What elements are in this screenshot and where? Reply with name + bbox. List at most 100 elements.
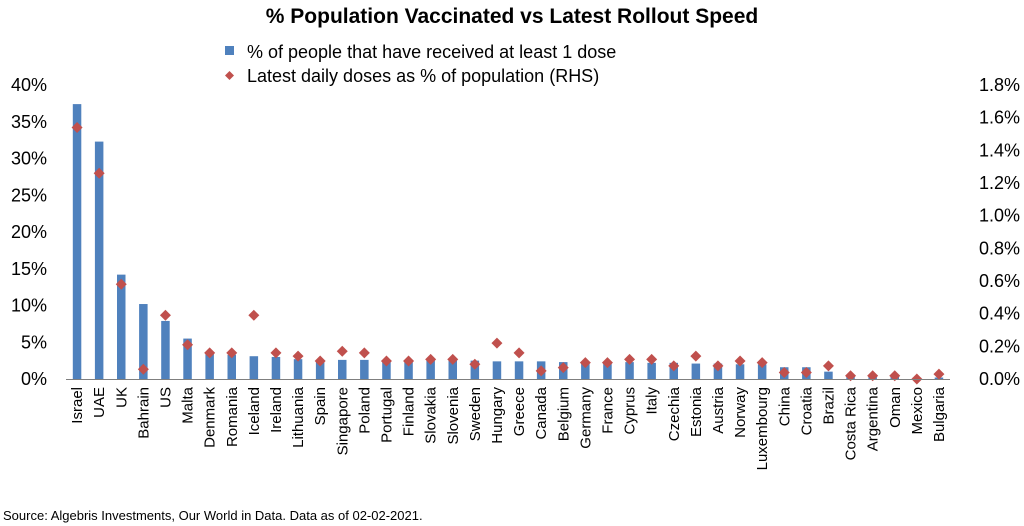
marker-estonia <box>690 350 702 362</box>
right-tick-label: 0.6% <box>979 271 1020 291</box>
bar-denmark <box>205 353 214 379</box>
category-label: Finland <box>401 387 418 436</box>
bar-portugal <box>382 360 391 379</box>
marker-croatia <box>800 366 812 378</box>
marker-bahrain <box>137 363 149 375</box>
marker-argentina <box>867 370 879 382</box>
marker-poland <box>358 347 370 359</box>
category-label: Cyprus <box>622 387 639 435</box>
left-tick-label: 5% <box>21 332 47 352</box>
bar-ireland <box>271 356 281 379</box>
marker-luxembourg <box>756 357 768 369</box>
marker-belgium <box>557 362 569 374</box>
category-label: Ireland <box>268 387 285 433</box>
bar-uae <box>94 141 104 379</box>
marker-oman <box>889 370 901 382</box>
bar-france <box>603 362 612 379</box>
marker-italy <box>646 353 658 365</box>
category-label: Oman <box>887 387 904 428</box>
category-label: Bahrain <box>135 387 152 439</box>
marker-austria <box>712 360 724 372</box>
marker-uk <box>115 278 127 290</box>
category-label: Hungary <box>489 387 506 444</box>
bar-finland <box>404 360 413 379</box>
category-label: Singapore <box>334 387 351 455</box>
bar-uk <box>117 274 126 379</box>
bar-spain <box>315 359 325 379</box>
category-label: Sweden <box>467 387 484 441</box>
category-label: Slovakia <box>423 386 440 443</box>
right-tick-label: 0.8% <box>979 238 1020 258</box>
right-tick-label: 1.4% <box>979 140 1020 160</box>
category-label: Austria <box>710 386 727 433</box>
left-tick-label: 20% <box>11 222 47 242</box>
bar-us <box>161 320 170 379</box>
marker-uae <box>93 167 105 179</box>
category-label: Israel <box>69 387 86 424</box>
legend-marker-label: Latest daily doses as % of population (R… <box>247 66 599 86</box>
right-tick-label: 1.6% <box>979 108 1020 128</box>
left-tick-label: 35% <box>11 112 47 132</box>
marker-greece <box>513 347 525 359</box>
left-tick-label: 15% <box>11 259 47 279</box>
bar-singapore <box>338 359 347 379</box>
category-label: Lithuania <box>290 386 307 448</box>
bar-hungary <box>492 361 502 379</box>
marker-slovakia <box>425 353 437 365</box>
left-tick-label: 0% <box>21 369 47 389</box>
category-label: UK <box>113 387 130 408</box>
left-tick-label: 40% <box>11 75 47 95</box>
category-label: Mexico <box>909 387 926 435</box>
bar-cyprus <box>625 362 634 379</box>
marker-romania <box>226 347 238 359</box>
bar-brazil <box>824 371 833 379</box>
category-label: Spain <box>312 387 329 425</box>
right-axis-ticks: 0.0% 0.2% 0.4% 0.6% 0.8% 1.0% 1.2% 1.4% 1.6% 1.8% <box>979 75 1020 389</box>
category-label: Slovenia <box>445 386 462 444</box>
category-label: Canada <box>533 386 550 439</box>
marker-iceland <box>248 309 260 321</box>
left-tick-label: 10% <box>11 296 47 316</box>
category-label: Luxembourg <box>754 387 771 470</box>
bar-norway <box>735 364 745 379</box>
category-label: Estonia <box>688 386 705 437</box>
category-label: Norway <box>732 387 749 438</box>
category-labels: Israel UAE UK Bahrain US Malta Denmark Romania I… <box>69 386 948 470</box>
category-label: Poland <box>356 387 373 434</box>
marker-denmark <box>204 347 216 359</box>
marker-slovenia <box>447 353 459 365</box>
category-label: China <box>776 386 793 426</box>
marker-malta <box>182 339 194 351</box>
left-tick-label: 25% <box>11 185 47 205</box>
category-label: Denmark <box>202 387 219 448</box>
marker-ireland <box>270 347 282 359</box>
category-label: Romania <box>224 386 241 447</box>
marker-germany <box>579 357 591 369</box>
category-label: Costa Rica <box>843 386 860 460</box>
category-label: UAE <box>91 387 108 418</box>
marker-canada <box>535 365 547 377</box>
bar-greece <box>514 361 524 379</box>
category-label: Portugal <box>378 387 395 443</box>
right-tick-label: 1.2% <box>979 173 1020 193</box>
marker-bulgaria <box>933 368 945 380</box>
category-label: Bulgaria <box>931 386 948 442</box>
bar-luxembourg <box>757 364 767 379</box>
marker-cyprus <box>624 353 636 365</box>
legend-bar-label: % of people that have received at least … <box>247 42 616 62</box>
marker-series <box>71 121 945 385</box>
bar-italy <box>647 362 656 379</box>
marker-portugal <box>380 355 392 367</box>
marker-lithuania <box>292 350 304 362</box>
marker-spain <box>314 355 326 367</box>
left-axis-ticks: 0% 5% 10% 15% 20% 25% 30% 35% 40% <box>11 75 47 389</box>
bar-germany <box>581 362 590 379</box>
chart-title: % Population Vaccinated vs Latest Rollou… <box>265 5 759 28</box>
category-label: Brazil <box>820 387 837 425</box>
category-label: Greece <box>511 387 528 436</box>
legend: % of people that have received at least … <box>225 42 616 86</box>
marker-us <box>159 309 171 321</box>
legend-marker-swatch <box>225 71 234 80</box>
right-tick-label: 0.4% <box>979 304 1020 324</box>
category-label: Argentina <box>865 386 882 451</box>
